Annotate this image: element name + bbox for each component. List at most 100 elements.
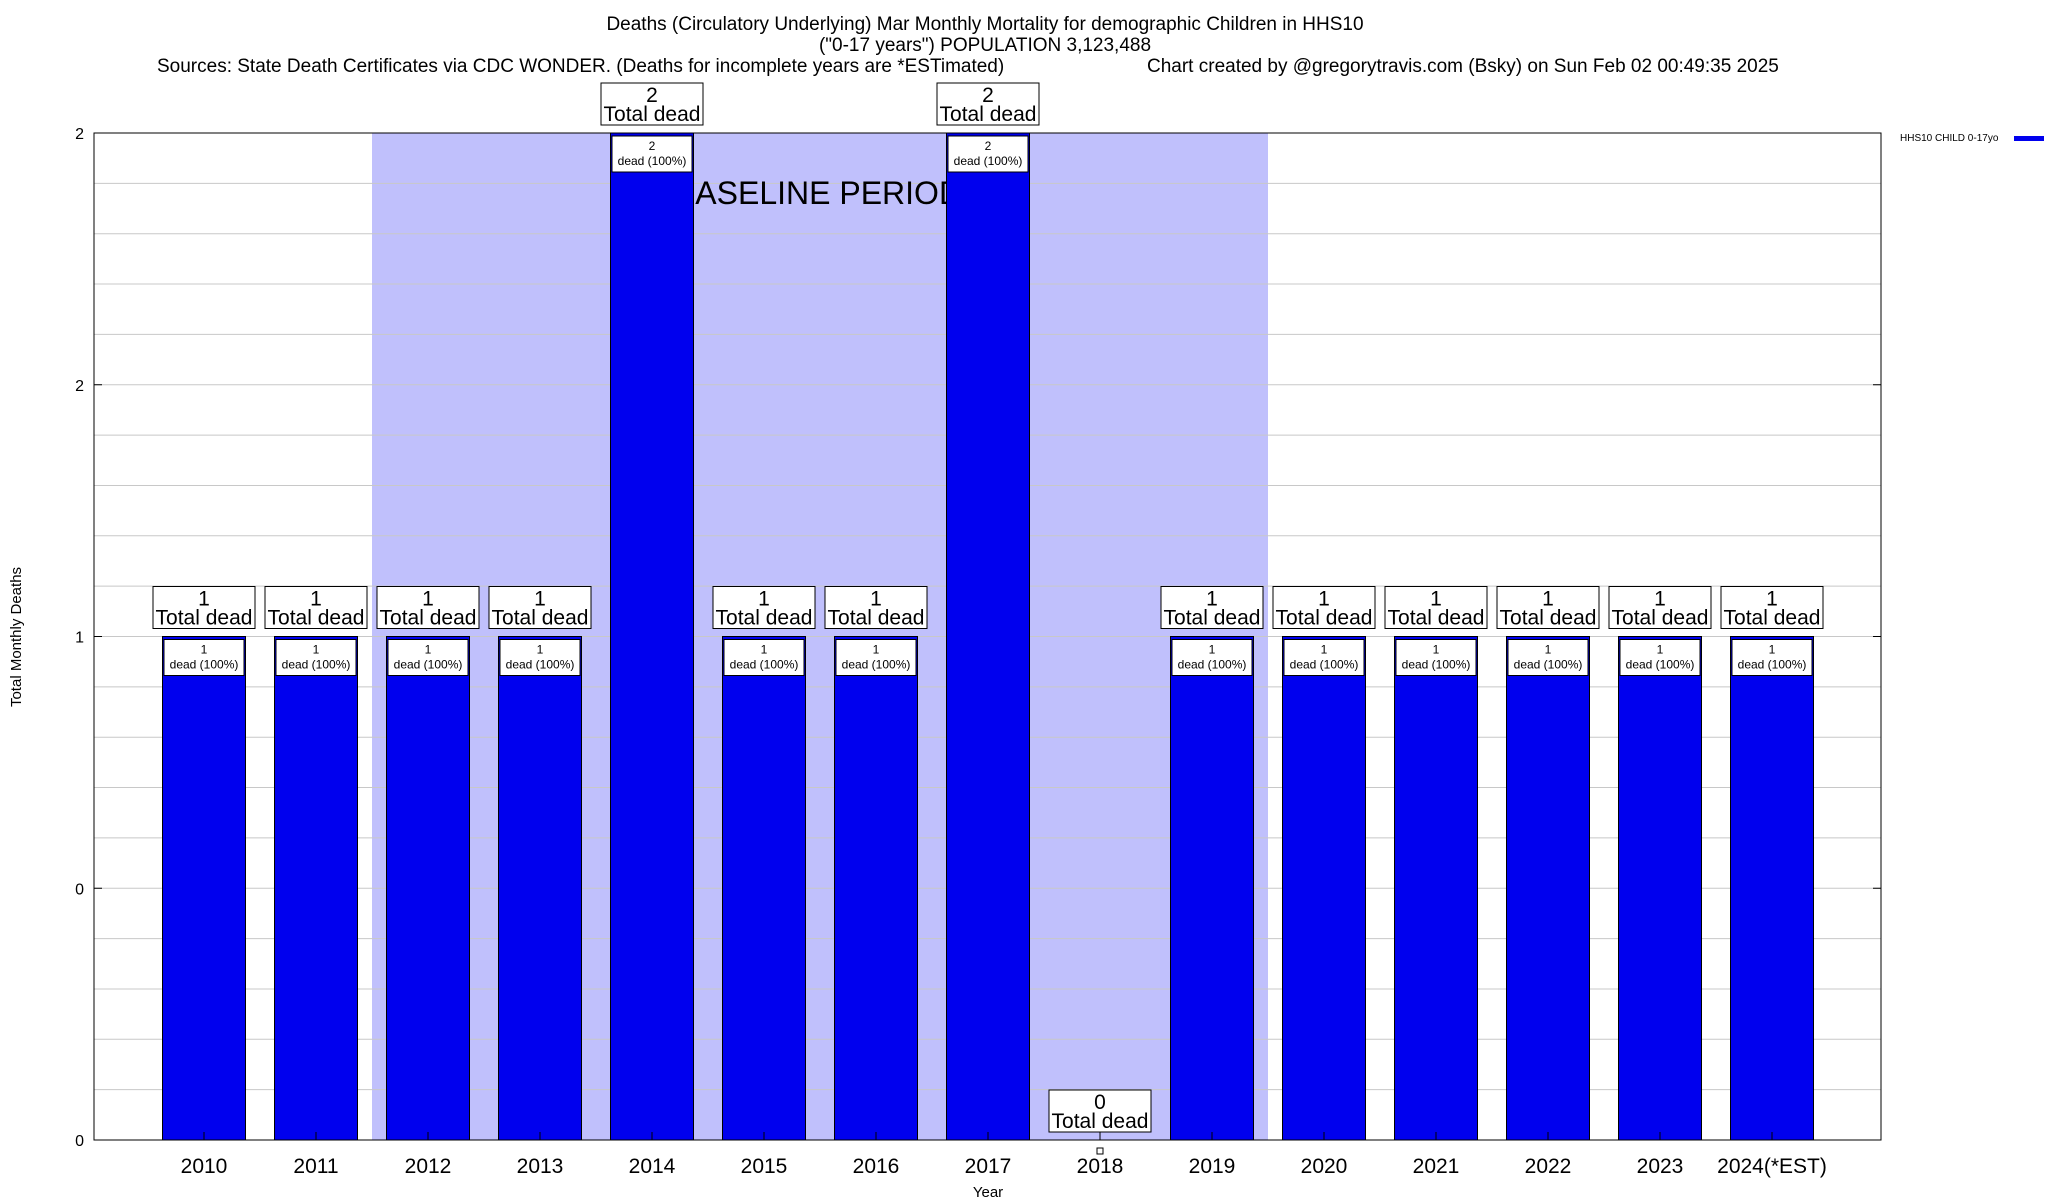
chart-title-line-1: Deaths (Circulatory Underlying) Mar Mont… — [606, 14, 1363, 35]
total-dead-text: Total dead — [940, 103, 1037, 126]
total-dead-count: 1 — [310, 588, 322, 611]
bar-2015 — [722, 636, 806, 1141]
bar-2012 — [386, 636, 470, 1141]
inner-dead-count: 1 — [1657, 643, 1664, 657]
inner-dead-text: dead (100%) — [170, 658, 239, 672]
total-dead-box — [1720, 586, 1824, 629]
x-tick-label: 2013 — [517, 1155, 564, 1178]
inner-dead-count: 1 — [1321, 643, 1328, 657]
total-dead-box — [712, 586, 816, 629]
bar-2017 — [946, 132, 1030, 1141]
total-dead-box — [264, 586, 368, 629]
inner-dead-text: dead (100%) — [1514, 658, 1583, 672]
inner-dead-box — [499, 639, 581, 676]
inner-dead-count: 1 — [313, 643, 320, 657]
total-dead-box — [1272, 586, 1376, 629]
total-dead-text: Total dead — [380, 607, 477, 630]
bar-2024(*EST) — [1730, 636, 1814, 1141]
bars — [162, 132, 1814, 1141]
x-tick-label: 2010 — [181, 1155, 228, 1178]
y-tick-label: 0 — [75, 881, 84, 898]
total-dead-box — [600, 82, 704, 126]
inner-dead-text: dead (100%) — [842, 658, 911, 672]
total-dead-count: 1 — [198, 588, 210, 611]
inner-dead-text: dead (100%) — [282, 658, 351, 672]
total-dead-box — [1384, 586, 1488, 629]
total-dead-box — [1496, 586, 1600, 629]
total-dead-count: 1 — [422, 588, 434, 611]
legend: HHS10 CHILD 0-17yo — [1900, 133, 2044, 144]
total-dead-count: 1 — [1542, 588, 1554, 611]
inner-dead-text: dead (100%) — [1738, 658, 1807, 672]
total-dead-box — [376, 586, 480, 629]
y-tick-label: 2 — [75, 126, 84, 143]
inner-dead-count: 1 — [201, 643, 208, 657]
inner-dead-count: 2 — [649, 139, 656, 153]
inner-dead-text: dead (100%) — [1290, 658, 1359, 672]
y-tick-label: 2 — [75, 378, 84, 395]
bar-2023 — [1618, 636, 1702, 1141]
bar-2011 — [274, 636, 358, 1141]
x-tick-label: 2016 — [853, 1155, 900, 1178]
chart-sources: Sources: State Death Certificates via CD… — [157, 56, 1004, 77]
bar-2014 — [610, 132, 694, 1141]
x-tick-label: 2017 — [965, 1155, 1012, 1178]
x-axis-label: Year — [973, 1184, 1003, 1200]
total-dead-box — [1048, 1089, 1152, 1133]
inner-dead-box — [723, 639, 805, 676]
inner-dead-count: 1 — [537, 643, 544, 657]
total-dead-box — [152, 586, 256, 629]
total-dead-box — [1160, 586, 1264, 629]
y-axis-ticks: 0 0 1 2 2 — [75, 126, 1881, 1150]
baseline-period-label: BASELINE PERIOD — [674, 175, 962, 211]
total-dead-count: 2 — [646, 84, 658, 107]
total-dead-text: Total dead — [156, 607, 253, 630]
total-dead-box — [936, 82, 1040, 126]
chart-title-line-2: ("0-17 years") POPULATION 3,123,488 — [819, 35, 1151, 56]
total-dead-count: 2 — [982, 84, 994, 107]
inner-dead-text: dead (100%) — [394, 658, 463, 672]
total-dead-count: 1 — [1318, 588, 1330, 611]
x-tick-label: 2015 — [741, 1155, 788, 1178]
inner-dead-text: dead (100%) — [1402, 658, 1471, 672]
total-dead-text: Total dead — [1388, 607, 1485, 630]
inner-dead-box — [835, 639, 917, 676]
inner-dead-text: dead (100%) — [954, 154, 1023, 168]
x-tick-label: 2023 — [1637, 1155, 1684, 1178]
bar-2022 — [1506, 636, 1590, 1141]
total-dead-text: Total dead — [716, 607, 813, 630]
inner-dead-text: dead (100%) — [1626, 658, 1695, 672]
inner-dead-text: dead (100%) — [506, 658, 575, 672]
total-dead-text: Total dead — [1276, 607, 1373, 630]
inner-dead-box — [1619, 639, 1701, 676]
legend-swatch — [2014, 136, 2044, 141]
x-axis-categories: 2010 2011 2012 2013 2014 2015 2016 2017 2018 2019… — [181, 1132, 1827, 1178]
total-dead-text: Total dead — [1164, 607, 1261, 630]
inner-dead-text: dead (100%) — [1178, 658, 1247, 672]
total-dead-count: 1 — [870, 588, 882, 611]
x-tick-label: 2018 — [1077, 1155, 1124, 1178]
inner-dead-box — [1731, 639, 1813, 676]
inner-dead-count: 1 — [1545, 643, 1552, 657]
inner-dead-count: 1 — [1209, 643, 1216, 657]
total-dead-text: Total dead — [604, 103, 701, 126]
inner-dead-count: 1 — [1769, 643, 1776, 657]
chart-credit: Chart created by @gregorytravis.com (Bsk… — [1147, 56, 1779, 77]
inner-dead-count: 1 — [761, 643, 768, 657]
x-tick-label: 2014 — [629, 1155, 676, 1178]
inner-dead-box — [947, 135, 1029, 173]
total-dead-box — [1608, 586, 1712, 629]
bar-2010 — [162, 636, 246, 1141]
inner-dead-box — [1507, 639, 1589, 676]
inner-dead-box — [387, 639, 469, 676]
inner-dead-box — [1283, 639, 1365, 676]
inner-dead-box — [163, 639, 245, 676]
inner-dead-count: 1 — [873, 643, 880, 657]
zero-value-marker — [1096, 1147, 1104, 1155]
bar-2021 — [1394, 636, 1478, 1141]
bar-2013 — [498, 636, 582, 1141]
total-dead-count: 1 — [1206, 588, 1218, 611]
total-dead-text: Total dead — [268, 607, 365, 630]
